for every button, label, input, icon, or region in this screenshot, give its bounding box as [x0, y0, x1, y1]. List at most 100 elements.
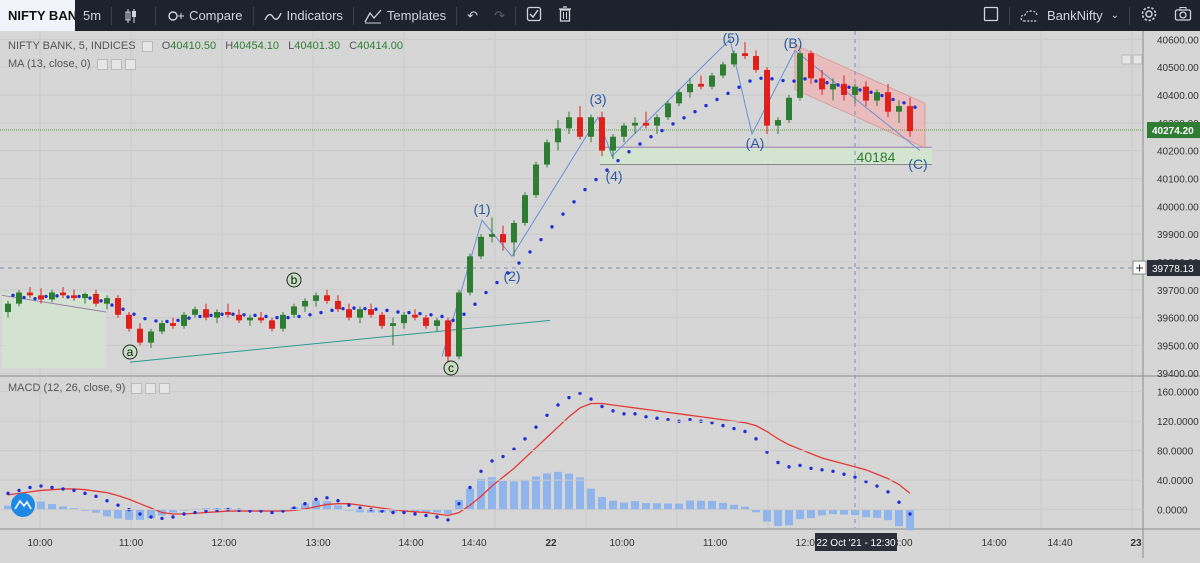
toolbar-divider	[252, 6, 254, 25]
toolbar-divider	[514, 6, 516, 25]
histogram-bar	[851, 509, 859, 516]
macd-close-icon[interactable]	[159, 382, 171, 394]
candle-body	[236, 314, 242, 321]
candle-body	[203, 309, 209, 318]
macd-dot	[6, 491, 10, 496]
time-tick-label: 14:00	[981, 538, 1006, 549]
interval-selector[interactable]: 5m	[75, 0, 109, 31]
ma-dot	[44, 294, 48, 299]
ma-dot	[55, 294, 59, 298]
undo-button[interactable]: ↶	[459, 0, 486, 31]
histogram-bar	[59, 506, 67, 510]
macd-dot	[600, 404, 604, 409]
legend-visibility-icon[interactable]	[141, 40, 153, 52]
ma-dot	[297, 314, 301, 319]
candle-body	[797, 53, 803, 98]
fullscreen-button[interactable]	[975, 0, 1007, 31]
indicators-button[interactable]: Indicators	[256, 0, 351, 31]
macd-legend[interactable]: MACD (12, 26, close, 9)	[8, 382, 171, 394]
ma-dot	[231, 312, 235, 316]
price-tick-label: 40100.00	[1157, 174, 1199, 185]
ma-dot	[792, 79, 796, 83]
histogram-bar	[400, 509, 408, 512]
macd-dot	[589, 397, 593, 401]
ma-dot	[572, 200, 576, 204]
chart-area[interactable]: (1) (2) (3) (4) (5) (A) (B) (C) a b c 40184 40600.00…	[0, 30, 1200, 558]
histogram-bar	[433, 509, 441, 513]
templates-button[interactable]: Templates	[356, 0, 454, 31]
snapshot-button[interactable]	[1166, 0, 1200, 31]
candle-body	[137, 328, 143, 343]
settings-button[interactable]	[1132, 0, 1166, 31]
ma-dot	[99, 299, 103, 303]
ma-dot	[539, 237, 543, 242]
candle-body	[247, 317, 253, 321]
histogram-bar	[554, 471, 562, 510]
candle-body	[456, 292, 462, 357]
ma-dot	[187, 316, 191, 320]
last-price-badge	[1147, 122, 1200, 139]
candle-body	[181, 314, 187, 326]
ma-legend[interactable]: MA (13, close, 0)	[8, 58, 136, 70]
ma-dot	[429, 313, 433, 317]
macd-dot	[160, 516, 164, 521]
ma-visibility-icon[interactable]	[96, 58, 108, 70]
histogram-bar	[499, 481, 507, 510]
histogram-bar	[884, 509, 892, 521]
toolbar-divider	[1008, 6, 1010, 25]
ma-settings-icon[interactable]	[110, 58, 122, 70]
ma-dot	[737, 85, 741, 89]
histogram-bar	[169, 509, 177, 513]
ma-dot	[308, 313, 312, 317]
histogram-bar	[807, 509, 815, 519]
layout-selector[interactable]: BankNifty ⌄	[1012, 0, 1127, 31]
ma-dot	[715, 97, 719, 102]
chart-canvas[interactable]: (1) (2) (3) (4) (5) (A) (B) (C) a b c 40184 40600.00…	[0, 30, 1200, 558]
price-tick-label: 40500.00	[1157, 63, 1199, 74]
candle-body	[148, 331, 154, 343]
ma-dot	[704, 103, 708, 108]
ma-dot	[319, 310, 323, 315]
macd-signal-line	[7, 402, 911, 517]
histogram-bar	[466, 488, 474, 510]
histogram-bar	[587, 488, 595, 510]
histogram-bar	[873, 509, 881, 518]
ma-dot	[561, 212, 565, 216]
compare-button[interactable]: Compare	[158, 0, 250, 31]
candle-body	[71, 295, 77, 299]
ma-dot	[77, 294, 81, 299]
histogram-bar	[92, 509, 100, 513]
macd-dot	[633, 412, 637, 416]
symbol-search[interactable]: NIFTY BANK	[0, 0, 75, 31]
macd-settings-icon[interactable]	[145, 382, 157, 394]
candle-body	[390, 323, 396, 326]
ma-dot	[847, 85, 851, 89]
candle-body	[401, 314, 407, 324]
ma-dot	[627, 150, 631, 154]
crosshair-price-badge	[1147, 260, 1200, 277]
histogram-bar	[598, 497, 606, 510]
gear-icon	[1140, 5, 1158, 26]
wave-label-2: (2)	[503, 268, 520, 284]
time-tick-label: 10:00	[609, 538, 634, 549]
ma-close-icon[interactable]	[124, 58, 136, 70]
chart-style-button[interactable]	[114, 0, 153, 31]
macd-visibility-icon[interactable]	[131, 382, 143, 394]
macd-dot	[446, 518, 450, 522]
candle-body	[357, 309, 363, 318]
redo-button[interactable]: ↷	[486, 0, 513, 31]
alert-button[interactable]	[518, 0, 550, 31]
macd-dot	[39, 484, 43, 488]
candles-group	[5, 42, 913, 363]
legend-high-label: H	[225, 40, 234, 52]
macd-axis: 160.0000 120.0000 80.0000 40.0000 0.0000	[0, 388, 1199, 517]
price-tick-label: 39600.00	[1157, 314, 1199, 325]
candle-body	[104, 298, 110, 304]
delete-button[interactable]	[550, 0, 580, 31]
histogram-bar	[312, 500, 320, 510]
time-tick-label: 22	[545, 538, 557, 549]
histogram-bar	[906, 509, 914, 531]
ma-dot	[363, 306, 367, 311]
macd-dot	[534, 425, 538, 429]
candle-body	[830, 83, 836, 90]
